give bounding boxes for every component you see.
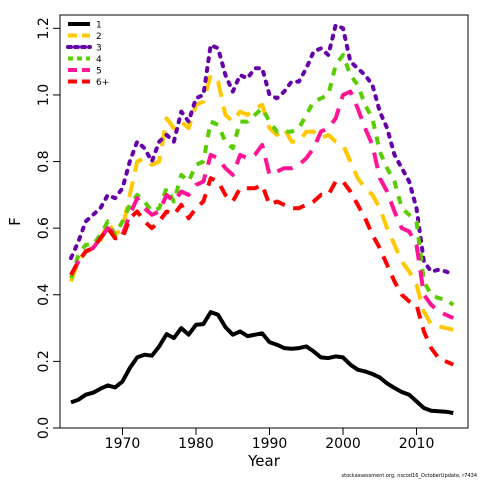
x-axis: 1970 1980 1990 2000 2010 bbox=[105, 428, 435, 452]
y-axis: 0.0 0.2 0.4 0.6 0.8 1.0 1.2 bbox=[36, 17, 60, 439]
x-tick-label: 2010 bbox=[399, 436, 435, 452]
legend-label-6: 6+ bbox=[96, 78, 109, 88]
series-layer bbox=[69, 23, 456, 415]
x-axis-label: Year bbox=[247, 452, 281, 470]
legend-label-4: 4 bbox=[96, 55, 102, 65]
legend-label-1: 1 bbox=[96, 21, 102, 31]
plot-frame bbox=[59, 14, 469, 429]
y-tick-label: 0.0 bbox=[36, 417, 52, 439]
legend-label-3: 3 bbox=[96, 44, 102, 54]
x-tick-label: 2000 bbox=[325, 436, 361, 452]
x-tick-label: 1980 bbox=[178, 436, 214, 452]
series-line-5 bbox=[69, 89, 455, 320]
y-tick-label: 0.4 bbox=[36, 284, 52, 306]
legend: 12 34 56+ bbox=[66, 21, 109, 88]
series-line-2 bbox=[69, 73, 454, 332]
legend-label-5: 5 bbox=[96, 67, 102, 77]
series-line-3 bbox=[69, 23, 456, 277]
series-line-6 bbox=[69, 176, 455, 367]
x-tick-label: 1990 bbox=[252, 436, 288, 452]
series-line-1 bbox=[70, 310, 454, 415]
series-line-4 bbox=[69, 53, 455, 307]
y-tick-label: 0.2 bbox=[36, 350, 52, 372]
y-tick-label: 0.8 bbox=[36, 150, 52, 172]
x-tick-label: 1970 bbox=[105, 436, 141, 452]
legend-label-2: 2 bbox=[96, 32, 102, 42]
y-axis-label: F bbox=[6, 217, 24, 226]
y-tick-label: 1.2 bbox=[36, 17, 52, 39]
credit-note: stockassessment.org, nscod16_OctoberUpda… bbox=[342, 473, 477, 479]
y-tick-label: 0.6 bbox=[36, 217, 52, 239]
y-tick-label: 1.0 bbox=[36, 84, 52, 106]
